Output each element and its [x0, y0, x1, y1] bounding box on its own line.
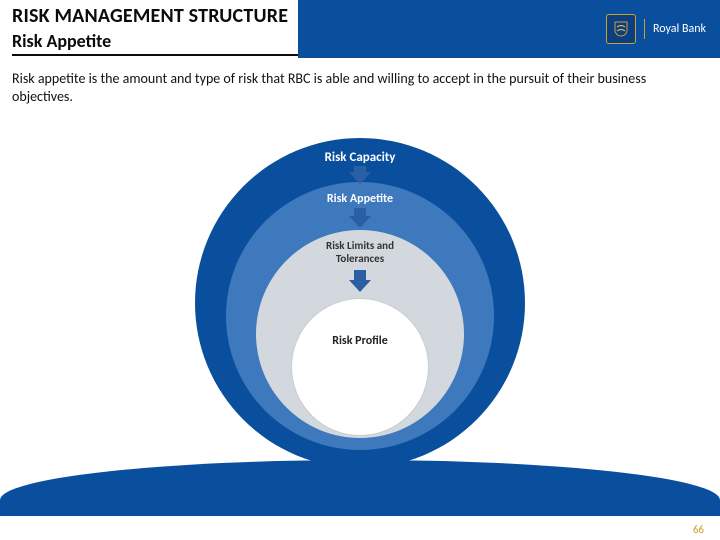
page-title: RISK MANAGEMENT STRUCTURE	[12, 4, 288, 28]
page-number: 66	[693, 523, 704, 536]
slide: RISK MANAGEMENT STRUCTURE Risk Appetite …	[0, 0, 720, 540]
body-paragraph: Risk appetite is the amount and type of …	[12, 70, 696, 105]
page-subtitle: Risk Appetite	[12, 30, 111, 52]
arrow-stem-1	[354, 208, 366, 216]
arrow-down-icon	[349, 280, 371, 292]
brand-lockup: Royal Bank	[606, 14, 706, 44]
circle-label-2: Risk Limits andTolerances	[190, 240, 530, 265]
arrow-down-icon	[349, 172, 371, 184]
arrow-stem-2	[354, 270, 366, 280]
circle-label-0: Risk Capacity	[190, 150, 530, 165]
nested-circle-diagram: Risk Capacity Risk Appetite Risk Limits an…	[190, 138, 530, 478]
brand-name: Royal Bank	[653, 22, 706, 36]
brand-divider	[644, 19, 645, 39]
shield-icon	[606, 14, 636, 44]
circle-label-3: Risk Profile	[190, 334, 530, 348]
circle-3	[291, 298, 429, 436]
title-underline	[12, 54, 298, 56]
circle-label-1: Risk Appetite	[190, 192, 530, 206]
arrow-down-icon	[349, 216, 371, 228]
footer-arc	[0, 460, 720, 516]
